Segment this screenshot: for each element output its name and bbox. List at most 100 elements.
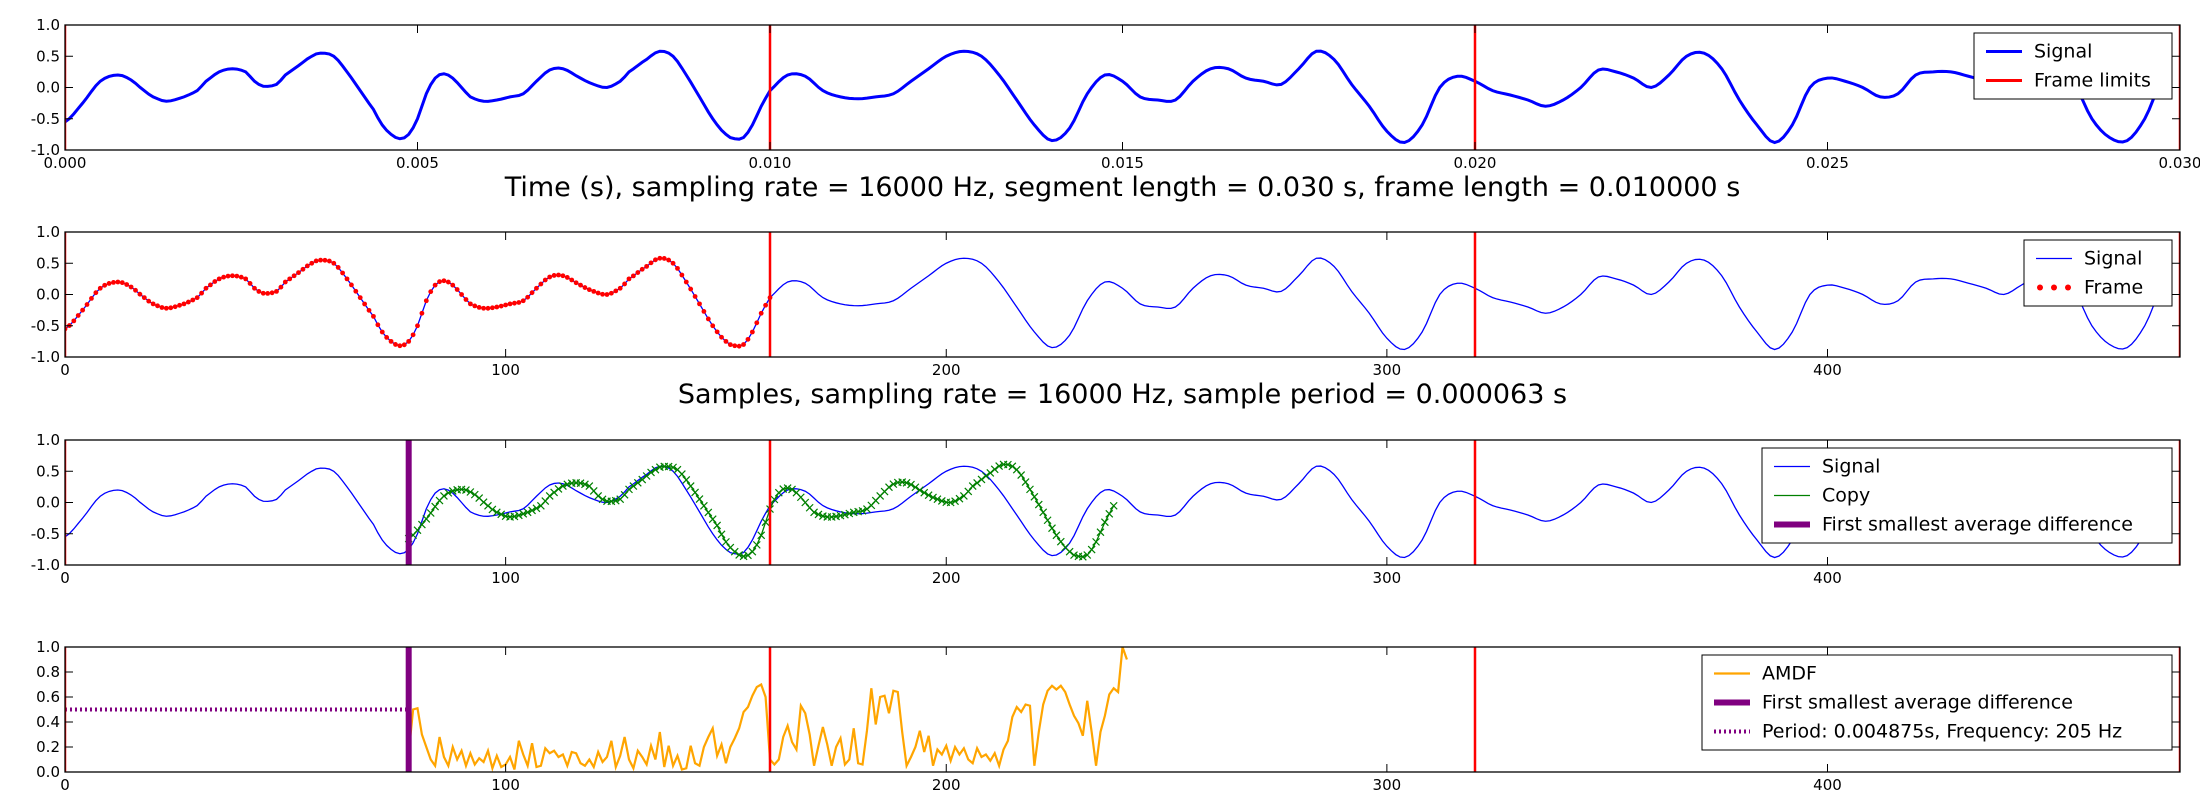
copy-x-marker xyxy=(752,540,761,549)
frame-dot xyxy=(344,276,350,282)
frame-dot xyxy=(538,281,544,287)
frame-dot xyxy=(225,273,231,279)
y-tick-label: 0.4 xyxy=(36,713,60,731)
frame-dot xyxy=(296,270,301,276)
copy-x-marker xyxy=(554,484,563,493)
legend-dot-swatch xyxy=(2065,284,2071,291)
copy-x-marker xyxy=(924,491,933,500)
frame-dot xyxy=(190,297,196,303)
legend-label: Signal xyxy=(2084,248,2142,270)
copy-x-marker xyxy=(642,472,651,480)
frame-dot xyxy=(252,285,257,291)
frame-dot xyxy=(93,290,99,296)
frame-dot xyxy=(573,280,579,286)
x-tick-label: 400 xyxy=(1813,569,1842,587)
frame-dot xyxy=(569,277,575,283)
frame-dot xyxy=(547,274,553,280)
frame-dot xyxy=(719,334,724,340)
frame-dot xyxy=(697,301,702,307)
y-tick-label: 0.5 xyxy=(36,47,60,65)
frame-dot xyxy=(163,305,169,311)
legend-label: Copy xyxy=(1822,485,1870,507)
frame-dot xyxy=(494,304,500,310)
frame-dot xyxy=(551,273,557,278)
copy-x-marker xyxy=(620,490,629,499)
x-tick-label: 0.015 xyxy=(1101,154,1144,172)
frame-dot xyxy=(349,282,354,288)
frame-dot xyxy=(287,276,293,282)
frame-dot xyxy=(406,338,412,344)
copy-x-marker xyxy=(532,504,541,513)
copy-x-marker xyxy=(770,495,779,504)
frame-dot xyxy=(657,255,663,261)
frame-dot xyxy=(485,305,491,311)
frame-dot xyxy=(560,273,566,279)
copy-x-marker xyxy=(788,485,796,494)
frame-dot xyxy=(617,285,623,291)
frame-dot xyxy=(613,288,619,294)
frame-dot xyxy=(741,342,746,347)
frame-dot xyxy=(586,287,592,293)
frame-dot xyxy=(133,287,138,293)
legend-box xyxy=(1701,654,2173,751)
frame-dot xyxy=(705,316,711,322)
x-tick-label: 200 xyxy=(932,569,961,587)
copy-x-marker xyxy=(594,492,603,500)
frame-dot xyxy=(688,286,694,292)
frame-dot xyxy=(300,266,306,272)
copy-x-marker xyxy=(699,501,708,510)
frame-dot xyxy=(758,310,764,316)
series-signal-line xyxy=(65,49,2160,145)
copy-x-marker xyxy=(1043,516,1052,525)
frame-dot xyxy=(710,323,716,329)
x-tick-label: 400 xyxy=(1813,776,1842,794)
frame-dot xyxy=(600,291,605,297)
frame-dot xyxy=(106,281,112,286)
frame-dot xyxy=(141,295,147,301)
frame-dot xyxy=(313,258,319,264)
frame-dot xyxy=(265,291,271,296)
copy-x-marker xyxy=(550,488,559,497)
copy-x-marker xyxy=(1056,537,1065,546)
copy-x-marker xyxy=(845,509,854,518)
plot-area xyxy=(65,647,2180,772)
frame-dot xyxy=(763,302,768,308)
y-tick-label: -0.5 xyxy=(31,317,60,335)
copy-x-marker xyxy=(1100,518,1109,527)
frame-dot xyxy=(608,290,614,296)
frame-dot xyxy=(115,279,121,285)
y-tick-label: 0.0 xyxy=(36,763,60,781)
frame-dot xyxy=(450,282,456,288)
frame-dot xyxy=(467,301,473,307)
frame-dot xyxy=(322,257,328,263)
frame-dot xyxy=(71,318,77,324)
copy-x-marker xyxy=(929,493,937,502)
legend-label: First smallest average difference xyxy=(1822,514,2133,536)
copy-x-marker xyxy=(510,512,519,521)
copy-x-marker xyxy=(1012,465,1021,474)
frame-dot xyxy=(80,307,86,313)
copy-x-marker xyxy=(519,509,528,518)
copy-x-marker xyxy=(708,515,717,524)
copy-x-marker xyxy=(488,505,497,514)
copy-x-marker xyxy=(669,463,677,472)
frame-dot xyxy=(331,260,337,266)
copy-x-marker xyxy=(444,488,453,497)
frame-dot xyxy=(736,343,742,349)
frame-dot xyxy=(723,338,729,344)
copy-x-marker xyxy=(523,508,532,517)
copy-x-marker xyxy=(783,484,792,492)
frame-dot xyxy=(388,338,394,344)
legend: AMDF First smallest average difference Per… xyxy=(1701,654,2173,751)
x-tick-label: 300 xyxy=(1373,569,1402,587)
frame-dot xyxy=(181,301,187,307)
frame-dot xyxy=(124,282,130,287)
copy-x-marker xyxy=(981,472,990,480)
y-tick-label: -0.5 xyxy=(31,110,60,128)
frame-dot xyxy=(626,276,632,282)
frame-dot xyxy=(309,260,315,266)
copy-x-marker xyxy=(911,483,920,492)
x-tick-label: 300 xyxy=(1373,361,1402,379)
frame-dot xyxy=(238,274,244,280)
